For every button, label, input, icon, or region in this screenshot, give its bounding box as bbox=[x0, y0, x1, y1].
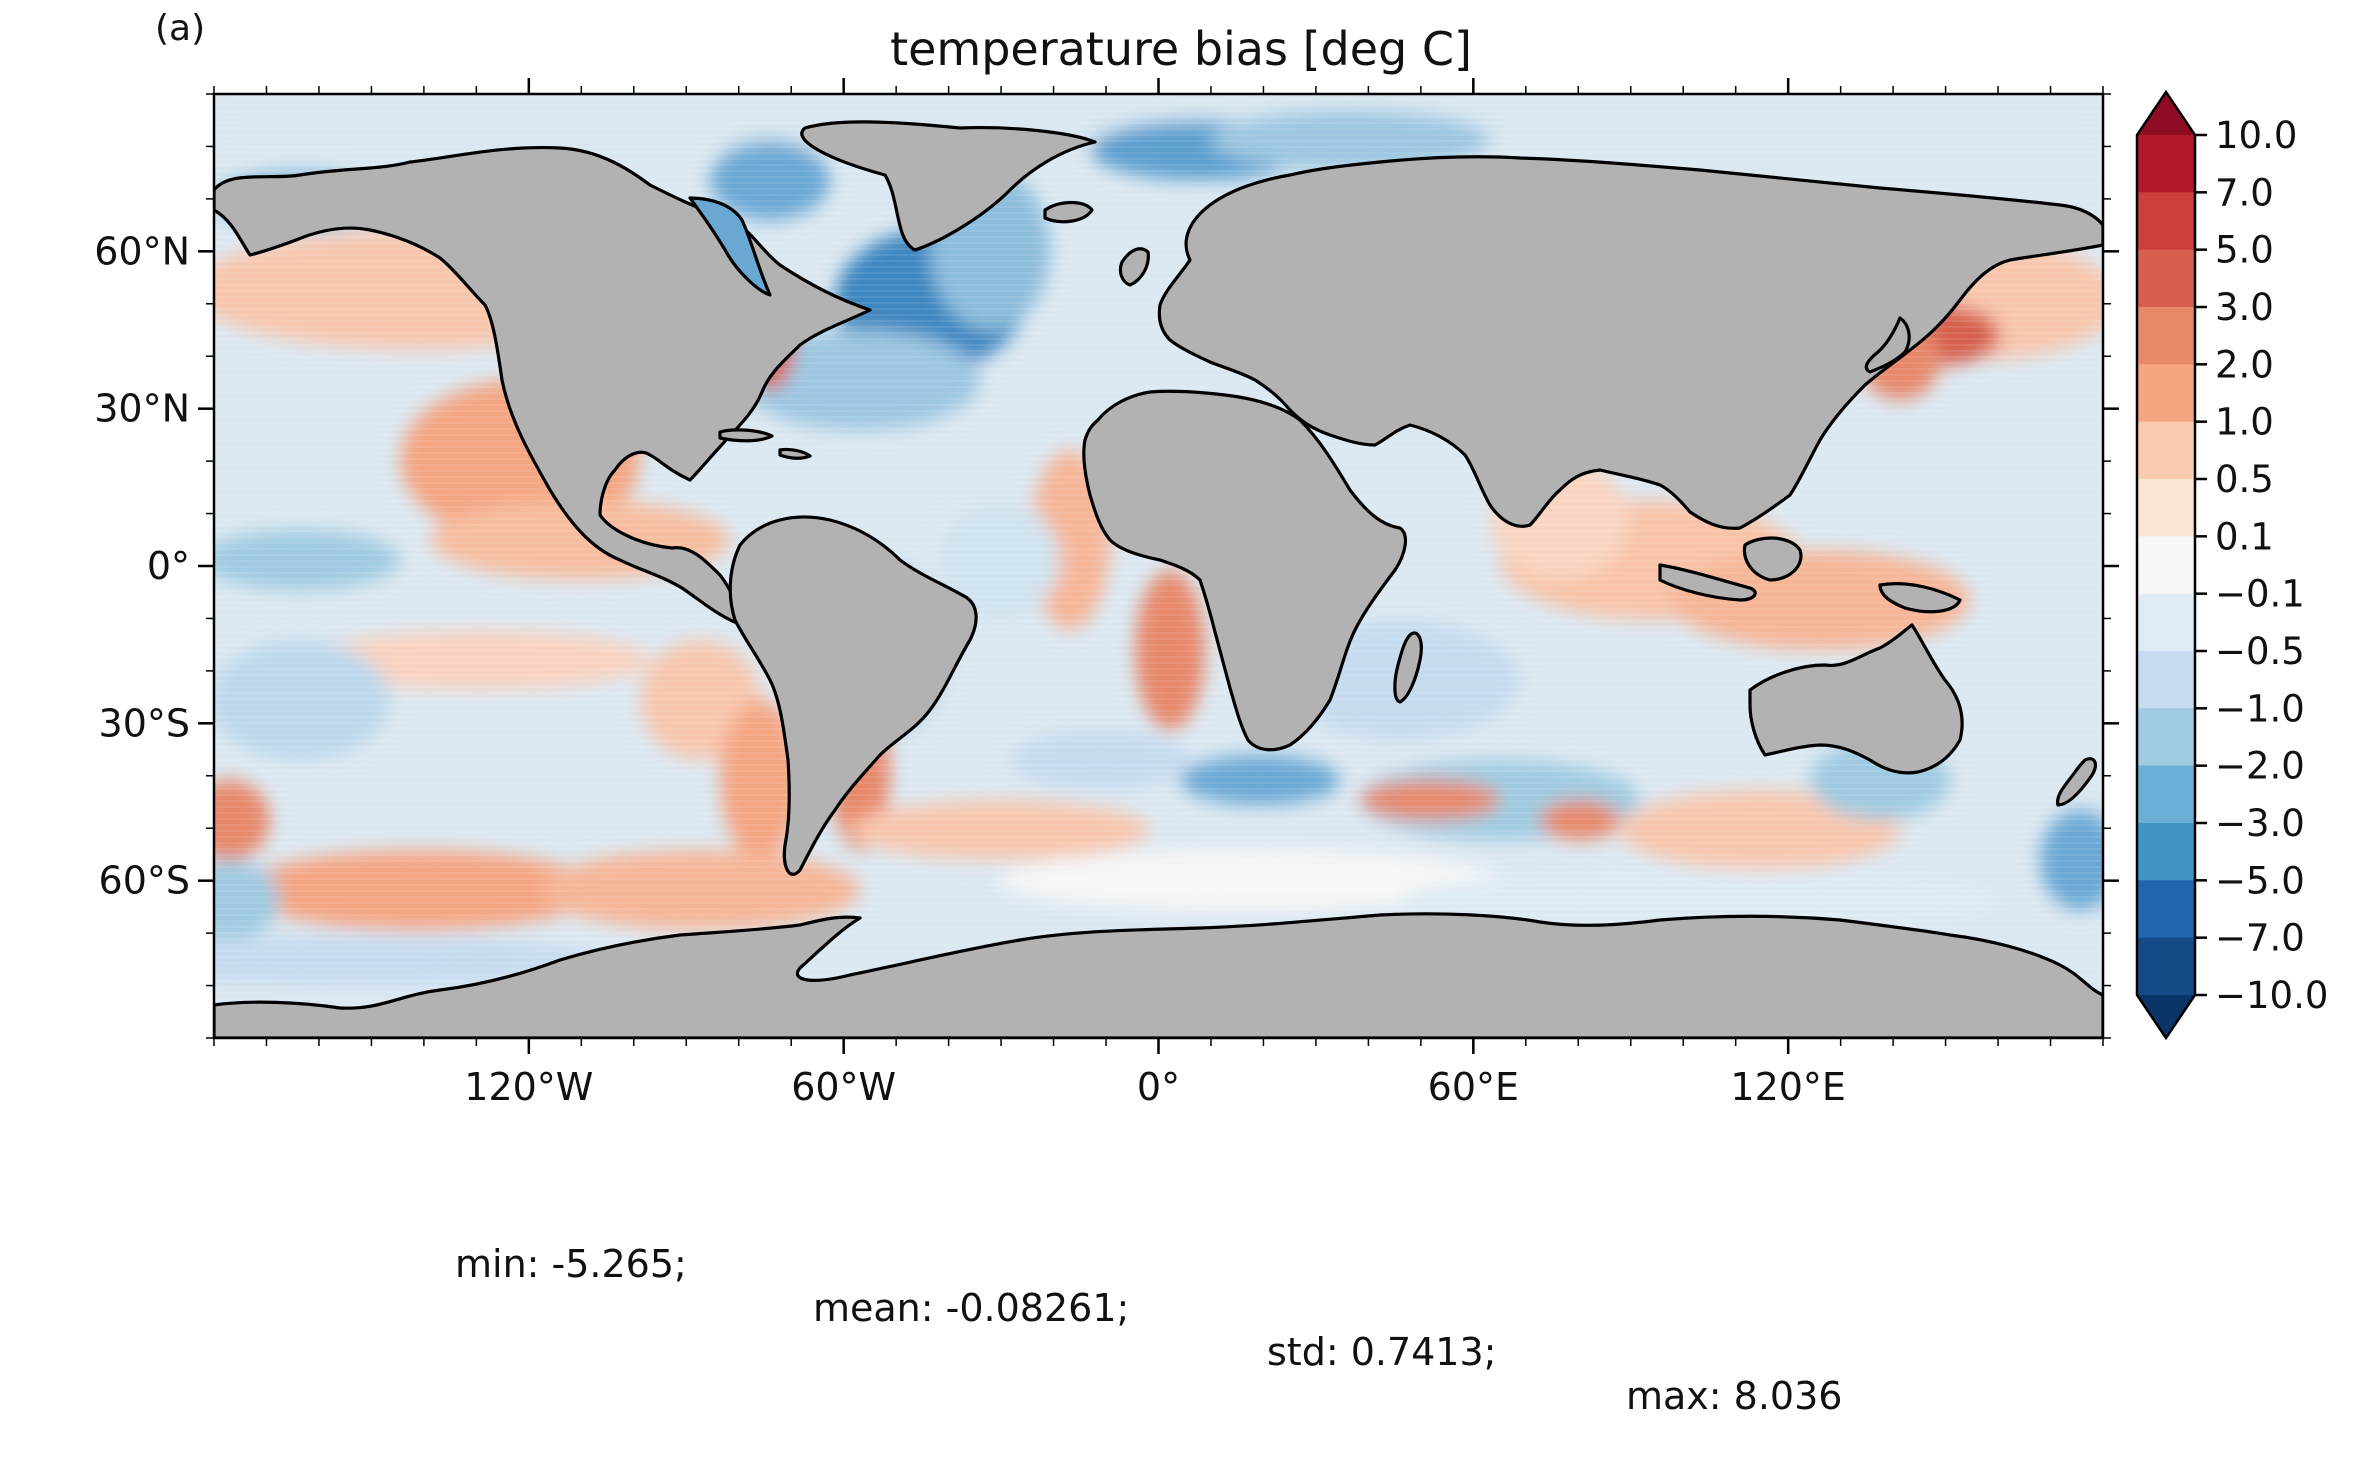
colorbar-swatch bbox=[2137, 192, 2195, 251]
colorbar-tick-label: 0.1 bbox=[2215, 515, 2274, 558]
lat-tick-label: 60°N bbox=[94, 229, 190, 273]
colorbar-extend-max bbox=[2137, 92, 2195, 135]
colorbar-tick-label: −10.0 bbox=[2215, 974, 2328, 1017]
lon-tick-label: 0° bbox=[1137, 1065, 1180, 1109]
stat-max: max: 8.036 bbox=[1626, 1374, 1843, 1418]
colorbar-tick-label: −1.0 bbox=[2215, 687, 2305, 730]
colorbar-swatch bbox=[2137, 880, 2195, 939]
stat-std: std: 0.7413; bbox=[1267, 1330, 1497, 1374]
stat-mean: mean: -0.08261; bbox=[813, 1286, 1130, 1330]
lon-tick-label: 60°W bbox=[791, 1065, 896, 1109]
statistics-line: min: -5.265; mean: -0.08261; std: 0.7413… bbox=[0, 1198, 2362, 1462]
land-masses bbox=[214, 120, 2103, 1038]
figure: (a) temperature bias [deg C] bbox=[94, 8, 2328, 1418]
colorbar-swatch bbox=[2137, 479, 2195, 537]
colorbar: 10.0 7.0 5.0 3.0 2.0 1.0 0.5 0.1 −0.1 −0.5 −1.0 −2.… bbox=[2135, 89, 2328, 1041]
colorbar-swatch bbox=[2137, 765, 2195, 824]
colorbar-tick-label: −3.0 bbox=[2215, 802, 2305, 845]
colorbar-swatch bbox=[2137, 536, 2195, 595]
colorbar-tick-label: −2.0 bbox=[2215, 745, 2305, 788]
colorbar-tick-label: 3.0 bbox=[2215, 286, 2274, 329]
stat-min: min: -5.265; bbox=[455, 1242, 687, 1286]
map-plot: 120°W 60°W 0° 60°E 120°E 60°N 30°N 0° 30°S 60°S 1… bbox=[94, 78, 2328, 1109]
colorbar-swatch bbox=[2137, 593, 2195, 652]
colorbar-swatch bbox=[2137, 249, 2195, 308]
colorbar-tick-label: 5.0 bbox=[2215, 229, 2274, 272]
map-title: temperature bias [deg C] bbox=[890, 22, 1472, 76]
map-axes: 120°W 60°W 0° 60°E 120°E 60°N 30°N 0° 30°S 60°S bbox=[94, 78, 2119, 1109]
panel-label: (a) bbox=[155, 8, 206, 49]
lat-tick-label: 30°N bbox=[94, 387, 190, 431]
lon-tick-label: 120°W bbox=[464, 1065, 593, 1109]
colorbar-tick-label: 1.0 bbox=[2215, 401, 2274, 444]
colorbar-tick-label: 0.5 bbox=[2215, 458, 2274, 501]
lat-tick-label: 30°S bbox=[99, 701, 190, 745]
colorbar-swatch bbox=[2137, 364, 2195, 423]
lat-tick-label: 0° bbox=[147, 544, 190, 588]
colorbar-tick-label: −0.5 bbox=[2215, 630, 2305, 673]
colorbar-swatch bbox=[2137, 708, 2195, 767]
colorbar-tick-label: 7.0 bbox=[2215, 171, 2274, 214]
colorbar-extend-min bbox=[2137, 995, 2195, 1038]
lon-tick-label: 120°E bbox=[1730, 1065, 1846, 1109]
colorbar-tick-label: −0.1 bbox=[2215, 573, 2305, 616]
colorbar-tick-label: 2.0 bbox=[2215, 343, 2274, 386]
colorbar-swatch bbox=[2137, 421, 2195, 480]
colorbar-tick-label: 10.0 bbox=[2215, 114, 2297, 157]
lat-tick-label: 60°S bbox=[99, 859, 190, 903]
colorbar-tick-label: −7.0 bbox=[2215, 917, 2305, 960]
colorbar-swatch bbox=[2137, 651, 2195, 709]
colorbar-swatch bbox=[2137, 307, 2195, 365]
colorbar-swatch bbox=[2137, 937, 2195, 996]
colorbar-tick-label: −5.0 bbox=[2215, 859, 2305, 902]
lon-tick-label: 60°E bbox=[1428, 1065, 1519, 1109]
colorbar-swatch bbox=[2137, 135, 2195, 193]
colorbar-swatch bbox=[2137, 823, 2195, 881]
